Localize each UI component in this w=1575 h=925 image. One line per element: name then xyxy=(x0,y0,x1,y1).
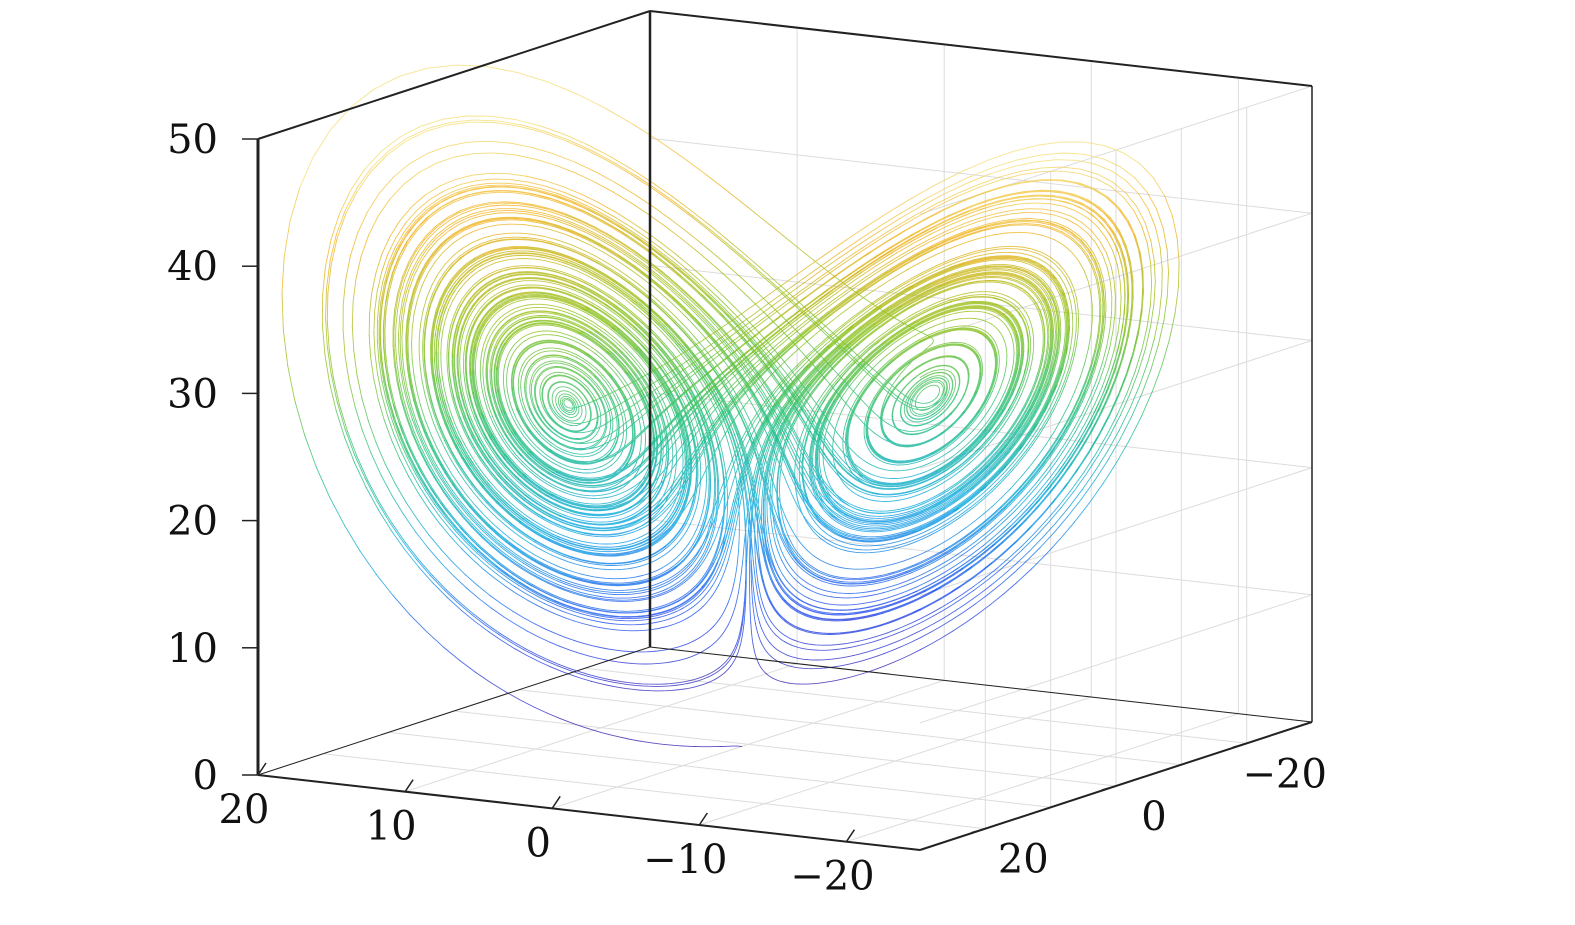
x-tick-label: −10 xyxy=(643,837,727,883)
x-tick-label: 10 xyxy=(366,804,417,850)
grid-line xyxy=(323,753,986,830)
trajectory-segment xyxy=(299,64,1141,189)
trajectory-segment xyxy=(443,581,1018,661)
trajectory-segment xyxy=(359,479,1104,575)
trajectory-segment xyxy=(289,123,1165,227)
y-tick-label: 0 xyxy=(1141,794,1166,840)
x-tick-mark xyxy=(551,795,561,809)
y-tick-mark xyxy=(971,827,986,834)
z-tick-label: 50 xyxy=(167,117,218,163)
trajectory-segment xyxy=(392,538,1061,616)
z-tick-label: 40 xyxy=(167,244,218,290)
y-tick-mark xyxy=(1101,785,1117,791)
trajectory-segment xyxy=(409,560,1032,648)
trajectory-segment xyxy=(281,206,1169,330)
trajectory-segment xyxy=(283,140,1173,257)
grid-line xyxy=(649,137,1313,214)
grid-line xyxy=(519,689,1182,766)
trajectory-segment xyxy=(375,498,1090,597)
axis-edge xyxy=(257,774,921,851)
grid-line xyxy=(453,710,1117,787)
x-tick-mark xyxy=(845,829,856,843)
y-axis-ticks: −20 0 20 xyxy=(971,742,1327,883)
grid-line xyxy=(584,667,1247,744)
z-tick-label: 10 xyxy=(167,626,218,672)
x-tick-label: 20 xyxy=(219,787,270,833)
x-axis-ticks: 20 10 0 −10 −20 xyxy=(219,762,875,900)
trajectory-segment xyxy=(294,336,1170,436)
trajectory-segment xyxy=(287,283,1168,402)
x-tick-label: 0 xyxy=(525,820,550,866)
z-axis-ticks: 0 10 20 30 40 50 xyxy=(167,117,258,799)
trajectory-segment xyxy=(335,357,1163,444)
trajectory-segment xyxy=(329,435,1131,532)
grid-line xyxy=(649,519,1313,596)
axis-edge xyxy=(257,646,651,776)
z-tick-label: 30 xyxy=(167,371,218,417)
x-tick-mark xyxy=(404,779,414,793)
x-tick-label: −20 xyxy=(790,854,874,900)
z-tick-label: 0 xyxy=(193,753,218,799)
axes-frame xyxy=(256,10,1313,851)
trajectory-segment xyxy=(350,107,1155,200)
y-tick-label: −20 xyxy=(1242,751,1326,797)
trajectory-segment xyxy=(282,259,1179,367)
trajectory-segment xyxy=(459,603,991,673)
trajectory-segment xyxy=(315,393,1143,498)
trajectory-segment xyxy=(429,516,1076,598)
trajectory-segment xyxy=(304,377,1153,468)
axis-edge xyxy=(649,646,1313,723)
y-tick-label: 20 xyxy=(998,837,1049,883)
y-tick-mark xyxy=(1232,742,1247,749)
trajectory-segment xyxy=(546,675,856,748)
grid-line xyxy=(388,731,1051,808)
x-tick-mark xyxy=(257,762,267,776)
trajectory xyxy=(281,64,1180,748)
trajectory-segment xyxy=(325,235,1180,347)
axis-edge xyxy=(649,10,1313,87)
trajectory-segment xyxy=(505,649,921,714)
trajectory-segment xyxy=(343,454,1118,552)
axis-edge xyxy=(257,10,651,140)
x-tick-mark xyxy=(698,812,708,826)
trajectory-segment xyxy=(329,311,1176,412)
z-tick-label: 20 xyxy=(167,499,218,545)
